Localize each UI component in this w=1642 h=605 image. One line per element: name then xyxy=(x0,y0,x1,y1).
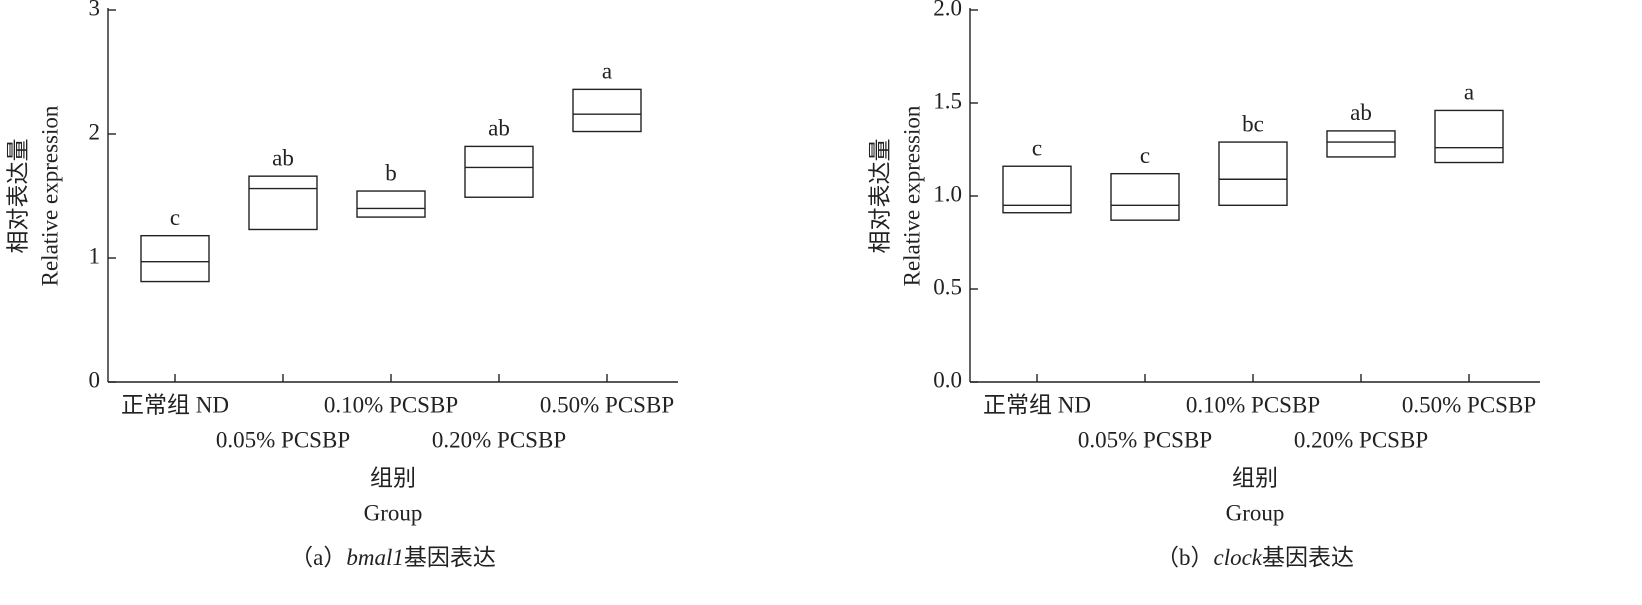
x-tick-label: 0.10% PCSBP xyxy=(324,392,458,417)
x-tick-label: 0.10% PCSBP xyxy=(1186,392,1320,417)
box xyxy=(1434,109,1504,164)
box xyxy=(464,145,534,198)
caption-gene: clock xyxy=(1213,545,1262,570)
x-tick-label: 0.05% PCSBP xyxy=(216,427,350,452)
x-tick-label: 0.20% PCSBP xyxy=(432,427,566,452)
y-tick-label: 1 xyxy=(89,243,101,268)
y-axis-label: Relative expression xyxy=(899,105,924,286)
y-tick-label: 0.5 xyxy=(933,274,962,299)
x-tick-label: 0.05% PCSBP xyxy=(1078,427,1212,452)
x-tick-label: 正常组 ND xyxy=(983,392,1091,417)
x-tick-label: 正常组 ND xyxy=(121,392,229,417)
significance-label: c xyxy=(1032,136,1042,161)
caption-suffix: 基因表达 xyxy=(1262,545,1354,570)
box xyxy=(1110,172,1180,221)
y-tick-label: 2 xyxy=(89,119,101,144)
significance-label: ab xyxy=(1350,100,1372,125)
significance-label: ab xyxy=(272,145,294,170)
box xyxy=(1218,141,1288,206)
y-tick-label: 2.0 xyxy=(933,0,962,20)
x-axis-label: Group xyxy=(364,500,423,525)
box xyxy=(248,175,318,231)
y-tick-label: 3 xyxy=(89,0,101,20)
x-axis-label: Group xyxy=(1226,500,1285,525)
box xyxy=(356,190,426,218)
y-axis-label: 相对表达量 xyxy=(5,139,30,254)
y-tick-label: 0.0 xyxy=(933,367,962,392)
significance-label: c xyxy=(170,205,180,230)
box xyxy=(140,234,210,283)
y-axis-label: Relative expression xyxy=(37,105,62,286)
y-tick-label: 1.5 xyxy=(933,88,962,113)
box xyxy=(572,88,642,133)
significance-label: bc xyxy=(1242,111,1264,136)
significance-label: a xyxy=(1464,80,1474,105)
significance-label: b xyxy=(385,160,397,185)
caption-gene: bmal1 xyxy=(346,545,404,570)
caption: （b）clock基因表达 xyxy=(1156,545,1354,570)
x-tick-label: 0.20% PCSBP xyxy=(1294,427,1428,452)
y-tick-label: 0 xyxy=(89,367,101,392)
significance-label: a xyxy=(602,59,612,84)
caption-prefix: （b） xyxy=(1156,545,1214,570)
x-axis-label: 组别 xyxy=(370,465,416,490)
caption-prefix: （a） xyxy=(290,545,346,570)
x-tick-label: 0.50% PCSBP xyxy=(540,392,674,417)
y-axis-label: 相对表达量 xyxy=(867,139,892,254)
significance-label: ab xyxy=(488,116,510,141)
caption: （a）bmal1基因表达 xyxy=(290,545,496,570)
box xyxy=(1326,130,1396,158)
x-axis-label: 组别 xyxy=(1232,465,1278,490)
y-tick-label: 1.0 xyxy=(933,181,962,206)
box xyxy=(1002,165,1072,214)
caption-suffix: 基因表达 xyxy=(404,545,496,570)
x-tick-label: 0.50% PCSBP xyxy=(1402,392,1536,417)
significance-label: c xyxy=(1140,143,1150,168)
